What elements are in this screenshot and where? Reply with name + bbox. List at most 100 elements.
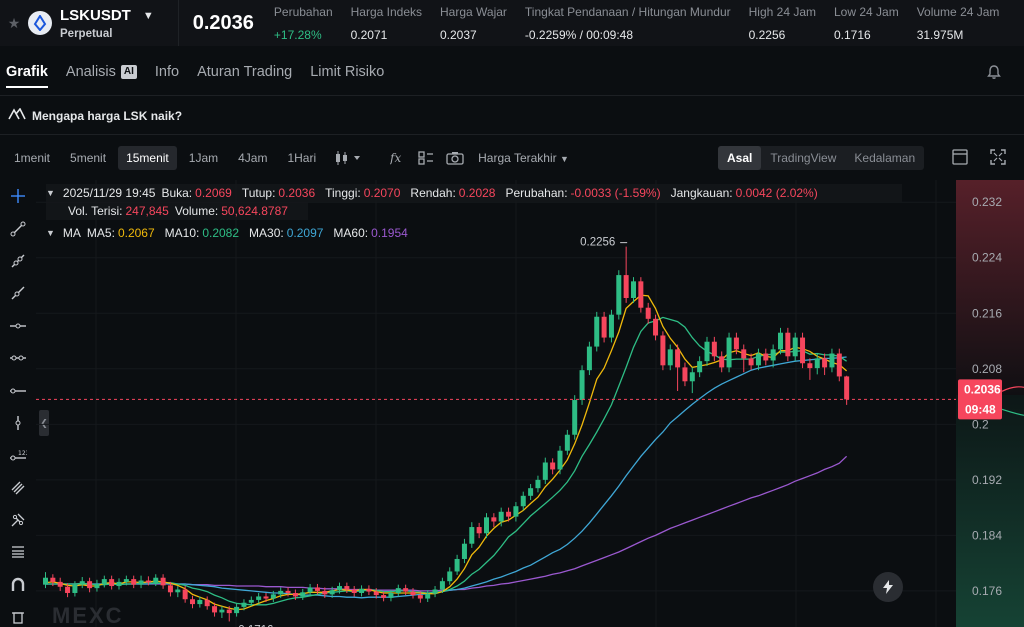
candle: [425, 590, 431, 603]
candle-body: [741, 349, 747, 359]
price-tick-label: 0.208: [972, 362, 1002, 376]
symbol-selector[interactable]: LSKUSDT Perpetual: [60, 7, 131, 40]
ticker-stats: Perubahan +17.28% Harga Indeks 0.2071 Harga …: [274, 5, 1018, 42]
candle: [528, 484, 534, 500]
candle: [87, 577, 93, 593]
lightning-icon[interactable]: [873, 572, 903, 602]
horizontal-ray-icon[interactable]: [0, 342, 36, 374]
candle: [476, 522, 482, 539]
timeframe-1d[interactable]: 1Hari: [287, 151, 317, 165]
chevron-down-icon[interactable]: ▼: [142, 10, 154, 22]
ohlc-label: Perubahan:: [505, 186, 568, 200]
timeframe-5m[interactable]: 5menit: [70, 151, 107, 165]
candle-body: [101, 579, 107, 584]
candle-body: [226, 609, 232, 614]
view-asal[interactable]: Asal: [718, 146, 762, 170]
price-label-icon[interactable]: 123: [0, 439, 36, 471]
candle-body: [836, 353, 842, 377]
ray-icon[interactable]: [0, 245, 36, 277]
candle-body: [689, 372, 695, 382]
tab-label: Info: [154, 63, 180, 80]
candle: [72, 581, 78, 597]
candle-body: [167, 585, 173, 593]
candle: [689, 367, 695, 394]
tab-analisis[interactable]: Analisis AI: [66, 64, 137, 82]
candle: [572, 395, 578, 440]
candlestick-chart[interactable]: 0.232 0.224 0.216 0.208 0.2 0.192 0.184 0.176 0…: [36, 180, 1024, 627]
depth-curve-red: [1001, 386, 1024, 392]
timeframe-15m[interactable]: 15menit: [118, 146, 177, 170]
candle: [57, 577, 63, 591]
candle: [300, 588, 306, 600]
candle: [836, 348, 842, 382]
candle-body: [675, 349, 681, 368]
ma-items: MA5: 0.2067 MA10: 0.2082 MA30: 0.2097 MA60: 0.1…: [87, 226, 418, 240]
candle: [175, 586, 181, 598]
fullscreen-icon[interactable]: [990, 149, 1006, 168]
candle-body: [175, 589, 181, 593]
tab-label: Limit Risiko: [310, 63, 385, 80]
trend-line-icon[interactable]: [0, 212, 36, 244]
candle-body: [535, 479, 541, 489]
stat-value: -0.2259% / 00:09:48: [524, 27, 634, 42]
panel-layout-icon[interactable]: [952, 149, 968, 168]
ohlc-label: Tinggi:: [325, 186, 361, 200]
magnet-icon[interactable]: [0, 569, 36, 601]
candle-body: [792, 337, 798, 357]
horizontal-line-icon[interactable]: [0, 310, 36, 342]
candle-body: [829, 353, 835, 368]
candle-body: [704, 341, 710, 362]
parallel-channel-icon[interactable]: [0, 472, 36, 504]
view-kedalaman[interactable]: Kedalaman: [854, 151, 916, 165]
candle-type-icon[interactable]: [334, 151, 362, 165]
price-line-icon[interactable]: [0, 374, 36, 406]
candle: [359, 585, 365, 597]
stat-value: 0.2071: [350, 27, 388, 42]
candle-body: [557, 450, 563, 470]
price-tick-label: 0.176: [972, 584, 1002, 598]
candle: [43, 572, 48, 589]
chevron-down-icon[interactable]: ▼: [46, 188, 55, 198]
timeframe-1h[interactable]: 1Jam: [188, 151, 219, 165]
chart-legend: ▼ 2025/11/29 19:45 Buka: 0.2069 Tutup: 0.20…: [46, 184, 902, 242]
candle-body: [498, 511, 504, 522]
insight-text: Mengapa harga LSK naik?: [32, 108, 183, 123]
chevron-left-icon[interactable]: ❮: [39, 410, 49, 436]
vertical-line-icon[interactable]: [0, 407, 36, 439]
tab-grafik[interactable]: Grafik: [6, 64, 48, 88]
pitchfork-icon[interactable]: [0, 504, 36, 536]
candle-body: [366, 588, 372, 592]
view-tradingview[interactable]: TradingView: [770, 151, 837, 165]
trash-icon[interactable]: [0, 601, 36, 627]
indicator-fx-icon[interactable]: fx: [390, 151, 406, 165]
extended-line-icon[interactable]: [0, 277, 36, 309]
tab-limit-risiko[interactable]: Limit Risiko: [310, 64, 384, 82]
timeframe-4h[interactable]: 4Jam: [238, 151, 268, 165]
candle: [65, 583, 71, 598]
insight-banner[interactable]: Mengapa harga LSK naik?: [0, 97, 1024, 135]
candle: [631, 277, 636, 303]
stat-label: Perubahan: [273, 4, 333, 19]
candle-body: [344, 586, 350, 590]
favorite-star-icon[interactable]: ★: [7, 14, 21, 31]
bell-icon[interactable]: [986, 64, 1002, 83]
moving-average-lines: [45, 294, 848, 611]
price-source-dropdown[interactable]: Harga Terakhir ▼: [478, 151, 569, 165]
low-label: 0.1716: [238, 624, 273, 627]
candle: [697, 356, 703, 378]
candle-body: [469, 527, 475, 544]
crosshair-icon[interactable]: [0, 180, 36, 212]
layout-grid-icon[interactable]: [418, 151, 434, 165]
camera-icon[interactable]: [446, 151, 464, 165]
candle-body: [204, 599, 210, 607]
price-tick-label: 0.2: [972, 417, 989, 431]
candle-body: [263, 596, 269, 599]
tab-aturan-trading[interactable]: Aturan Trading: [197, 64, 292, 82]
price-tick-label: 0.192: [972, 473, 1002, 487]
timeframe-1m[interactable]: 1menit: [14, 151, 51, 165]
tab-info[interactable]: Info: [155, 64, 179, 82]
chevron-down-icon[interactable]: ▼: [46, 228, 55, 238]
price-tick-label: 0.184: [972, 528, 1002, 542]
ohlc-value: 0.2070: [363, 186, 401, 200]
fibonacci-icon[interactable]: [0, 536, 36, 568]
